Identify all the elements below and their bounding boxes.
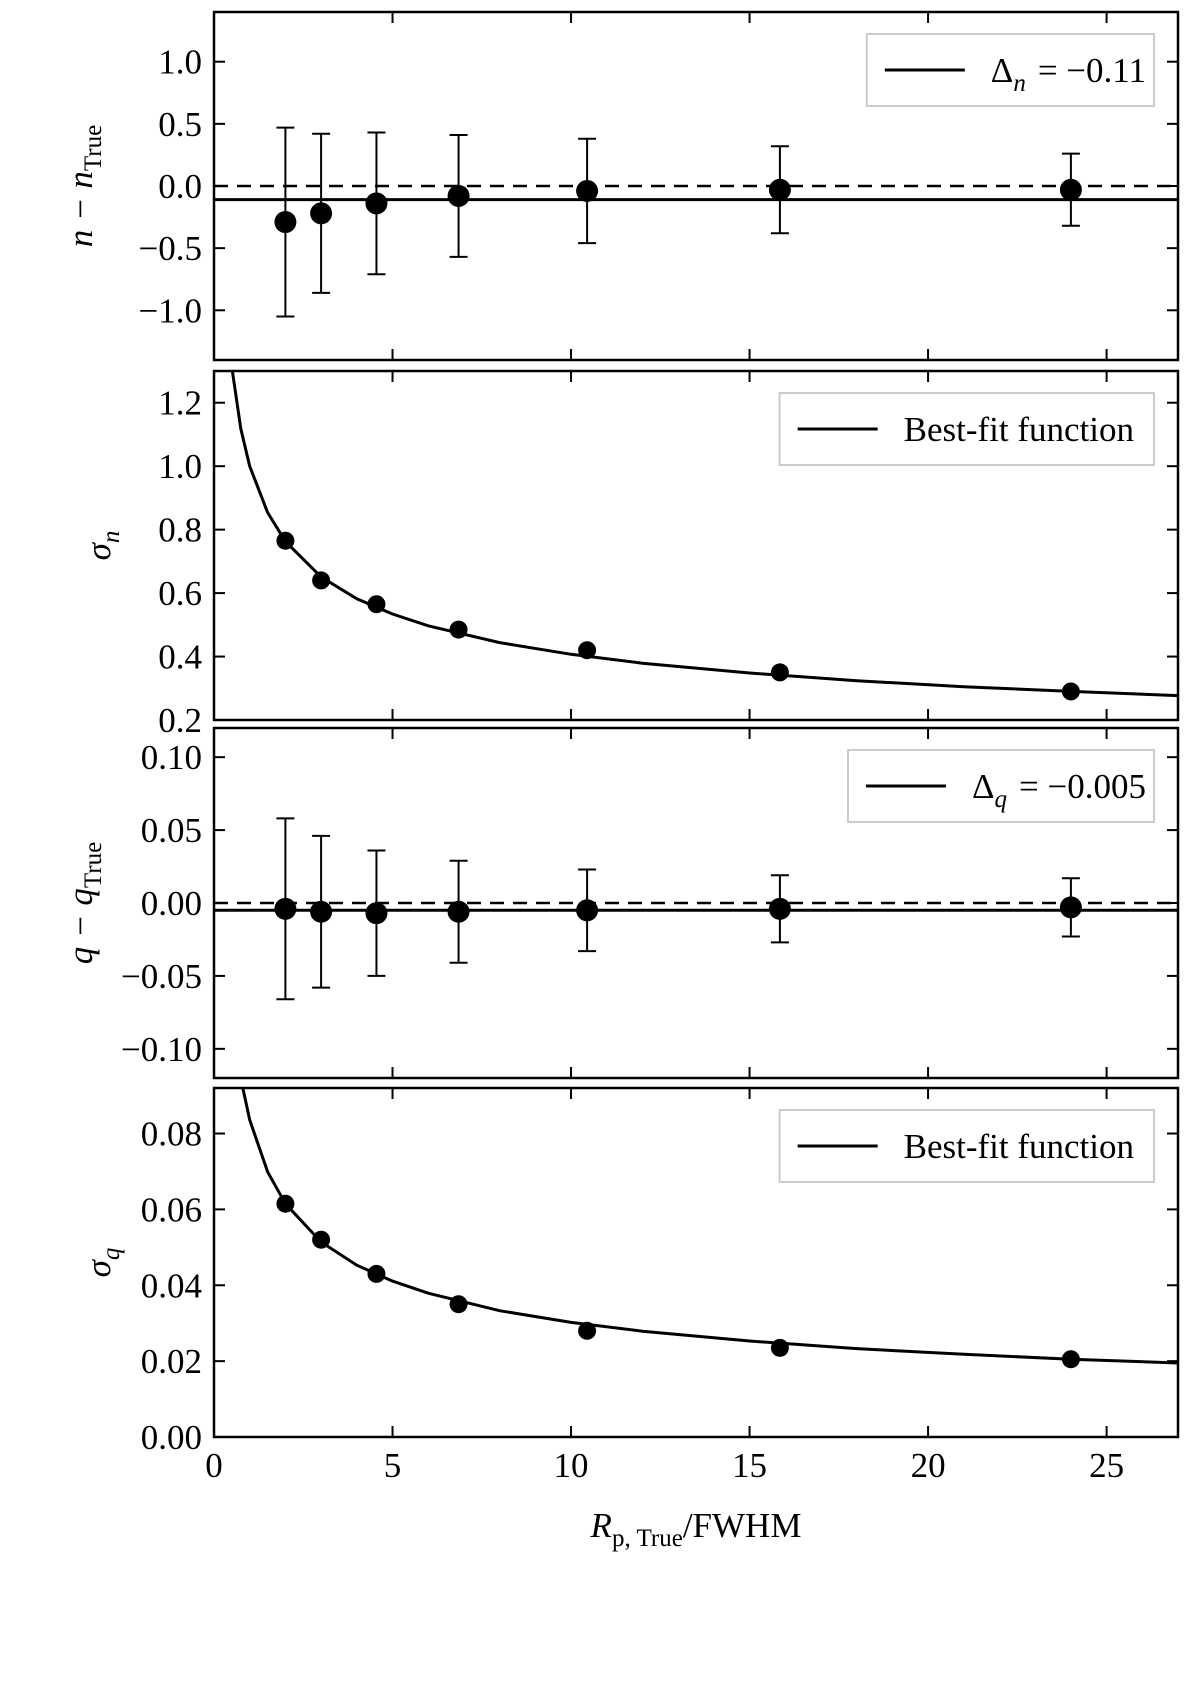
point: [768, 178, 791, 201]
panel: 0.2 0.4 0.6 0.8 1.0 1.2 σn Best-fit function: [79, 369, 1180, 740]
y-tick-label: −0.05: [121, 957, 202, 996]
y-tick-label: 0.04: [141, 1266, 202, 1305]
point: [310, 900, 333, 923]
point: [367, 1264, 386, 1283]
legend-label: Δn = −0.11: [991, 51, 1146, 97]
y-axis-label: n − nTrue: [61, 125, 107, 247]
plot-area: [241, 1088, 1178, 1369]
point: [449, 620, 468, 639]
y-tick-label: 1.0: [158, 447, 202, 486]
axes-frame: [212, 369, 1180, 722]
y-axis-label: σn: [79, 531, 125, 561]
legend: Δq = −0.005: [847, 749, 1155, 823]
y-tick-label: −1.0: [139, 291, 203, 330]
y-tick-label: 0.8: [158, 511, 202, 550]
y-tick-label: 0.5: [158, 105, 202, 144]
y-tick-label: 0.4: [158, 638, 202, 677]
point: [447, 900, 470, 923]
x-tick-label: 0: [205, 1446, 223, 1485]
y-axis-label: q − qTrue: [61, 842, 107, 964]
y-tick-label: 0.6: [158, 574, 202, 613]
plot-area: [214, 817, 1178, 1001]
point: [578, 641, 597, 660]
legend-label: Δq = −0.005: [972, 767, 1146, 813]
point: [276, 1194, 295, 1213]
axes-frame: [212, 10, 1180, 362]
x-tick-label: 5: [384, 1446, 402, 1485]
point: [276, 531, 295, 550]
point: [365, 192, 388, 215]
point: [312, 1230, 331, 1249]
point: [576, 899, 599, 922]
y-tick-label: 0.2: [158, 701, 202, 740]
legend-label: Best-fit function: [904, 410, 1134, 449]
y-axis-label: σq: [79, 1248, 125, 1278]
point: [367, 595, 386, 614]
y-tick-label: 0.00: [141, 884, 202, 923]
panel: −0.10 −0.05 0.00 0.05 0.10 q − qTrue Δq = −0.00…: [61, 726, 1180, 1080]
point: [449, 1295, 468, 1314]
legend-label: Best-fit function: [904, 1127, 1134, 1166]
point: [312, 571, 331, 590]
x-tick-label: 10: [554, 1446, 589, 1485]
y-tick-label: 1.0: [158, 43, 202, 82]
y-tick-label: 0.02: [141, 1342, 202, 1381]
legend: Best-fit function: [778, 392, 1155, 466]
axes-frame: [212, 726, 1180, 1080]
y-tick-label: −0.5: [139, 229, 203, 268]
y-tick-label: 0.0: [158, 167, 202, 206]
point: [447, 184, 470, 207]
point: [274, 897, 297, 920]
panel: 0.00 0.02 0.04 0.06 0.08 0 5 10 15 20 25 σq Rp, True…: [79, 1086, 1180, 1552]
y-tick-label: 0.08: [141, 1115, 202, 1154]
point: [1061, 1350, 1080, 1369]
y-tick-label: 0.06: [141, 1190, 202, 1229]
point: [770, 663, 789, 682]
y-tick-label: 1.2: [158, 384, 202, 423]
point: [578, 1321, 597, 1340]
axes-frame: [212, 1086, 1180, 1439]
point: [310, 202, 333, 225]
point: [768, 897, 791, 920]
point: [274, 211, 297, 234]
point: [770, 1338, 789, 1357]
fit-curve: [230, 371, 1178, 698]
x-tick-label: 15: [732, 1446, 767, 1485]
point: [1061, 682, 1080, 701]
x-tick-label: 20: [911, 1446, 946, 1485]
point: [1059, 896, 1082, 919]
y-tick-label: −0.10: [121, 1030, 202, 1069]
point: [576, 179, 599, 202]
y-tick-label: 0.00: [141, 1418, 202, 1457]
point: [1059, 178, 1082, 201]
x-axis-label: Rp, True/FWHM: [590, 1506, 802, 1552]
legend: Best-fit function: [778, 1109, 1155, 1183]
y-tick-label: 0.05: [141, 811, 202, 850]
point: [365, 902, 388, 925]
panel: −1.0 −0.5 0.0 0.5 1.0 n − nTrue Δn = −0.11: [61, 10, 1180, 362]
y-tick-label: 0.10: [141, 738, 202, 777]
plot-area: [230, 371, 1178, 701]
x-tick-label: 25: [1089, 1446, 1124, 1485]
plot-area: [214, 126, 1178, 318]
legend: Δn = −0.11: [865, 33, 1155, 107]
